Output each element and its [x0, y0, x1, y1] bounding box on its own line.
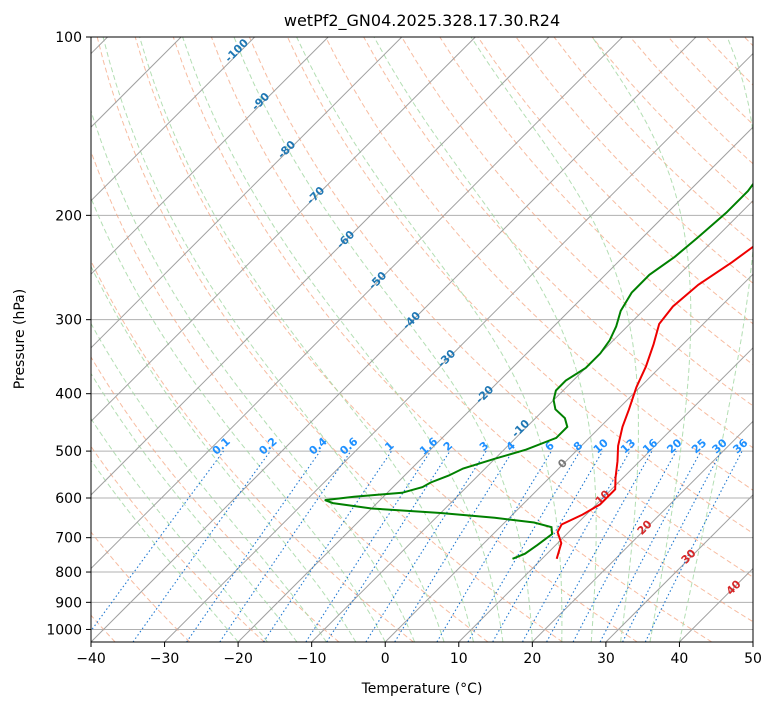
dry-adiabat: [248, 37, 753, 578]
plot-frame: [90, 36, 754, 643]
dry-adiabat: [401, 37, 753, 407]
moist-adiabat: [591, 37, 692, 642]
dry-adiabat: [91, 531, 191, 642]
y-tick-label: 500: [55, 444, 82, 460]
y-axis-label: Pressure (hPa): [12, 289, 28, 389]
moist-adiabat: [233, 37, 533, 642]
chart-title: wetPf2_GN04.2025.328.17.30.R24: [284, 11, 560, 31]
y-tick-label: 900: [55, 595, 82, 611]
moist-adiabat: [91, 196, 386, 642]
x-tick-label: −20: [223, 651, 253, 667]
mixing-ratio-line: [546, 450, 653, 642]
isotherm: [164, 52, 753, 642]
dry-adiabats: [91, 37, 753, 642]
moist-adiabat: [91, 372, 298, 642]
mixing-ratio-line: [394, 450, 514, 642]
x-tick-label: 10: [450, 651, 468, 667]
isotherm: [91, 37, 550, 496]
isotherm: [605, 494, 753, 642]
isotherm: [91, 37, 697, 642]
moist-adiabat: [470, 37, 639, 642]
mixing-ratio-line: [263, 450, 392, 642]
x-tick-label: 0: [381, 651, 390, 667]
moist-adiabat: [182, 37, 504, 642]
skewed-isotherms: [91, 37, 753, 642]
isotherm: [91, 37, 476, 423]
moist-adiabat: [91, 459, 239, 642]
pressure-gridlines: [91, 37, 753, 630]
mixing-ratio-line: [186, 450, 321, 642]
dry-adiabat: [210, 37, 753, 623]
isotherm: [531, 420, 753, 642]
moist-adiabat: [139, 37, 474, 642]
axes: −40 −30 −20 −10 0 10 20 30 40 50 100 200 300 400 500 60…: [46, 30, 762, 667]
x-tick-label: −30: [150, 651, 180, 667]
x-tick-label: 30: [597, 651, 615, 667]
moist-adiabat: [102, 37, 445, 642]
dry-adiabat: [134, 37, 638, 642]
dry-adiabat: [91, 445, 265, 642]
mixing-ratio-line: [326, 450, 451, 642]
mixing-ratio-line: [305, 450, 432, 642]
x-tick-label: −10: [297, 651, 327, 667]
isotherm: [384, 273, 753, 642]
moist-adiabats: [91, 37, 753, 642]
x-axis-label: Temperature (°C): [361, 681, 483, 697]
moist-adiabat: [373, 37, 597, 642]
isotherm: [91, 37, 329, 275]
dry-adiabat: [439, 37, 753, 366]
x-tick-label: 20: [523, 651, 541, 667]
dewpoint-profile-line: [324, 182, 753, 560]
mixing-ratio-line: [91, 450, 224, 632]
x-tick-label: 50: [744, 651, 762, 667]
plot-area: 0.1 0.2 0.4 0.6 1 1.6 2 3 4 6 8 10 13 16 20 25 30 36-100-…: [91, 37, 753, 642]
mixing-ratio-line: [132, 450, 271, 642]
y-tick-label: 200: [55, 208, 82, 224]
x-tick-label: −40: [76, 651, 106, 667]
mixing-ratio-lines: [91, 450, 743, 642]
isotherm: [91, 37, 256, 202]
moist-adiabat: [91, 417, 268, 642]
y-tick-label: 1000: [46, 622, 82, 638]
mixing-ratio-line: [572, 450, 677, 642]
y-tick-label: 700: [55, 531, 82, 547]
y-tick-label: 100: [55, 30, 82, 46]
mixing-ratio-line: [522, 450, 631, 642]
mixing-ratio-line: [219, 450, 352, 642]
profiles: [324, 182, 753, 560]
dry-adiabat: [515, 37, 753, 284]
dry-adiabat: [172, 37, 713, 642]
moist-adiabat: [91, 265, 357, 642]
y-tick-label: 400: [55, 387, 82, 403]
isotherm: [311, 199, 753, 642]
dry-adiabat: [91, 150, 489, 642]
moist-adiabat: [678, 37, 753, 642]
dry-adiabat: [325, 37, 753, 491]
isotherm: [237, 126, 753, 642]
y-tick-label: 600: [55, 491, 82, 507]
y-tick-label: 300: [55, 313, 82, 329]
y-tick-label: 800: [55, 565, 82, 581]
moist-adiabat: [296, 37, 563, 642]
dry-adiabat: [91, 356, 340, 642]
x-tick-label: 40: [671, 651, 689, 667]
temperature-profile-line: [555, 245, 753, 560]
isotherm: [91, 37, 403, 349]
mixing-ratio-line: [644, 450, 743, 642]
dry-adiabat: [96, 37, 563, 642]
moist-adiabat: [91, 322, 327, 642]
isotherm: [91, 37, 623, 570]
